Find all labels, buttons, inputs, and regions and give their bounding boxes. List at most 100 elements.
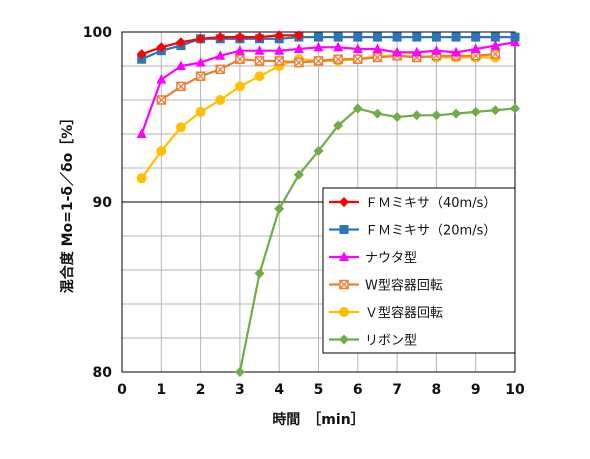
- data-point: [353, 32, 363, 42]
- legend-marker: [339, 334, 349, 345]
- legend-label: Ｖ型容器回転: [365, 305, 443, 321]
- data-point: [490, 32, 500, 42]
- legend-marker: [339, 225, 349, 234]
- data-point: [471, 32, 481, 42]
- data-point: [175, 37, 186, 48]
- legend-item: リボン型: [329, 334, 417, 349]
- data-point: [235, 54, 245, 64]
- data-point: [195, 106, 206, 117]
- data-point: [333, 32, 343, 42]
- data-point: [470, 43, 481, 53]
- data-point: [293, 169, 304, 180]
- data-point: [490, 40, 501, 50]
- data-point: [353, 54, 363, 64]
- y-tick-label: 100: [83, 25, 112, 41]
- data-point: [431, 45, 442, 55]
- data-point: [234, 32, 245, 43]
- x-tick-label: 2: [196, 382, 206, 398]
- data-point: [175, 122, 186, 133]
- series-0: [136, 30, 304, 60]
- data-point: [234, 81, 245, 92]
- data-point: [431, 110, 442, 121]
- y-tick-label: 80: [93, 365, 113, 381]
- data-point: [176, 81, 186, 92]
- data-point: [254, 56, 265, 66]
- legend-item: Ｖ型容器回転: [329, 305, 443, 321]
- data-point: [137, 54, 147, 64]
- data-point: [372, 32, 382, 42]
- data-point: [274, 30, 285, 41]
- data-point: [215, 50, 226, 60]
- series-3: [156, 49, 501, 105]
- legend-item: ＦＭミキサ（40m/s）: [329, 196, 496, 211]
- data-point: [313, 146, 324, 156]
- data-point: [392, 112, 403, 122]
- data-point: [136, 49, 147, 60]
- series-5: [234, 103, 520, 377]
- legend: ＦＭミキサ（40m/s） ＦＭミキサ（20m/s） ナウタ型 W型容器回転 Ｖ型容器回転…: [322, 187, 516, 354]
- data-point: [215, 95, 226, 105]
- x-tick-label: 10: [505, 382, 525, 398]
- x-tick-label: 0: [117, 382, 127, 398]
- data-point: [274, 45, 285, 55]
- data-point: [451, 32, 461, 42]
- data-point: [352, 103, 363, 114]
- data-point: [294, 57, 304, 68]
- data-point: [372, 108, 383, 119]
- data-point: [470, 106, 481, 117]
- data-point: [215, 64, 225, 75]
- series-2: [136, 36, 520, 138]
- legend-label: ＦＭミキサ（20m/s）: [365, 224, 496, 239]
- x-tick-label: 3: [235, 382, 245, 398]
- data-point: [333, 54, 343, 64]
- x-tick-label: 6: [353, 382, 363, 398]
- data-point: [254, 71, 265, 82]
- data-point: [234, 367, 245, 377]
- legend-label: W型容器回転: [365, 278, 443, 294]
- data-point: [451, 108, 462, 119]
- data-point: [195, 71, 206, 81]
- data-point: [234, 45, 245, 55]
- legend-box: [322, 187, 516, 354]
- data-point: [156, 146, 167, 156]
- legend-item: W型容器回転: [329, 278, 443, 294]
- data-point: [490, 105, 501, 116]
- x-tick-label: 4: [274, 382, 284, 398]
- data-point: [333, 41, 344, 52]
- data-point: [254, 268, 265, 279]
- x-tick-label: 7: [392, 382, 402, 398]
- data-point: [175, 60, 186, 70]
- data-point: [274, 203, 285, 214]
- legend-marker: [339, 251, 349, 261]
- legend-item: ＦＭミキサ（20m/s）: [329, 224, 496, 239]
- data-point: [156, 95, 167, 105]
- data-point: [136, 173, 147, 184]
- x-tick-label: 8: [432, 382, 442, 398]
- data-point: [352, 43, 363, 53]
- data-point: [372, 52, 383, 63]
- x-tick-label: 5: [314, 382, 324, 398]
- legend-marker: [339, 307, 349, 317]
- data-point: [195, 57, 206, 67]
- data-point: [215, 32, 226, 43]
- data-point: [254, 45, 265, 55]
- legend-label: ナウタ型: [365, 251, 417, 266]
- series-line: [140, 41, 516, 135]
- data-point: [510, 103, 520, 114]
- data-point: [372, 43, 383, 53]
- legend-marker: [339, 279, 349, 290]
- y-axis-ticks: 80 90 100: [83, 25, 112, 381]
- legend-label: リボン型: [365, 334, 417, 349]
- series-group: [136, 30, 520, 377]
- data-point: [411, 110, 422, 121]
- data-point: [392, 32, 402, 42]
- data-point: [274, 56, 284, 66]
- data-point: [313, 41, 324, 52]
- data-point: [293, 43, 304, 53]
- legend-item: ナウタ型: [329, 251, 417, 266]
- x-tick-label: 1: [156, 382, 166, 398]
- data-point: [490, 49, 501, 59]
- data-point: [333, 120, 344, 131]
- data-point: [314, 32, 323, 42]
- legend-marker: [339, 197, 349, 207]
